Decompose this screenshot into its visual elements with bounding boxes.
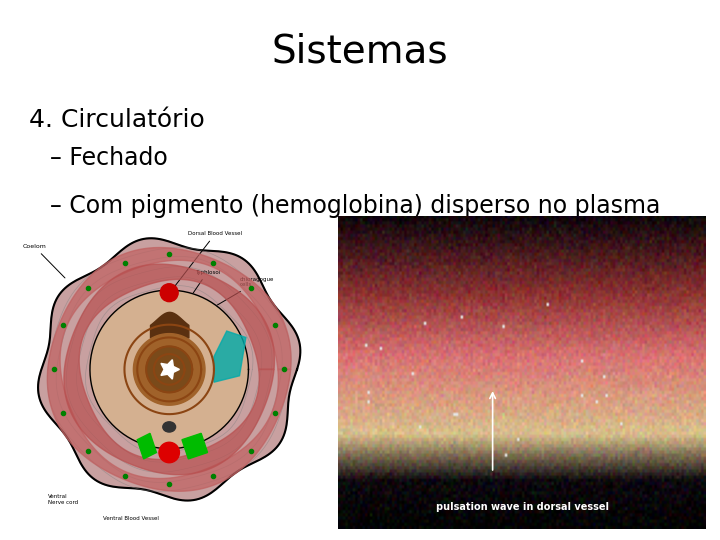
Circle shape [161,284,178,302]
Text: 4. Circulatório: 4. Circulatório [29,108,204,132]
Polygon shape [214,331,246,382]
Text: – Com pigmento (hemoglobina) disperso no plasma: – Com pigmento (hemoglobina) disperso no… [50,194,661,218]
Text: – Fechado: – Fechado [50,146,168,170]
Text: chloragogue
cells: chloragogue cells [197,276,274,317]
Polygon shape [182,433,207,459]
Text: pulsation wave in dorsal vessel: pulsation wave in dorsal vessel [436,502,608,512]
Polygon shape [48,247,291,491]
Text: Dorsal Blood Vessel: Dorsal Blood Vessel [174,231,243,288]
Text: Ventral Blood Vessel: Ventral Blood Vessel [103,516,159,521]
Polygon shape [161,360,179,379]
Text: Coelom: Coelom [22,244,65,278]
Polygon shape [138,433,156,459]
Text: Typhlosol: Typhlosol [174,269,220,322]
Text: Sistemas: Sistemas [271,32,449,70]
Text: Ventral
Nerve cord: Ventral Nerve cord [48,494,78,505]
Polygon shape [64,264,274,475]
Circle shape [159,442,179,463]
Ellipse shape [163,422,176,432]
Polygon shape [133,334,205,405]
Polygon shape [38,238,300,501]
Polygon shape [90,290,248,449]
Polygon shape [146,346,192,393]
